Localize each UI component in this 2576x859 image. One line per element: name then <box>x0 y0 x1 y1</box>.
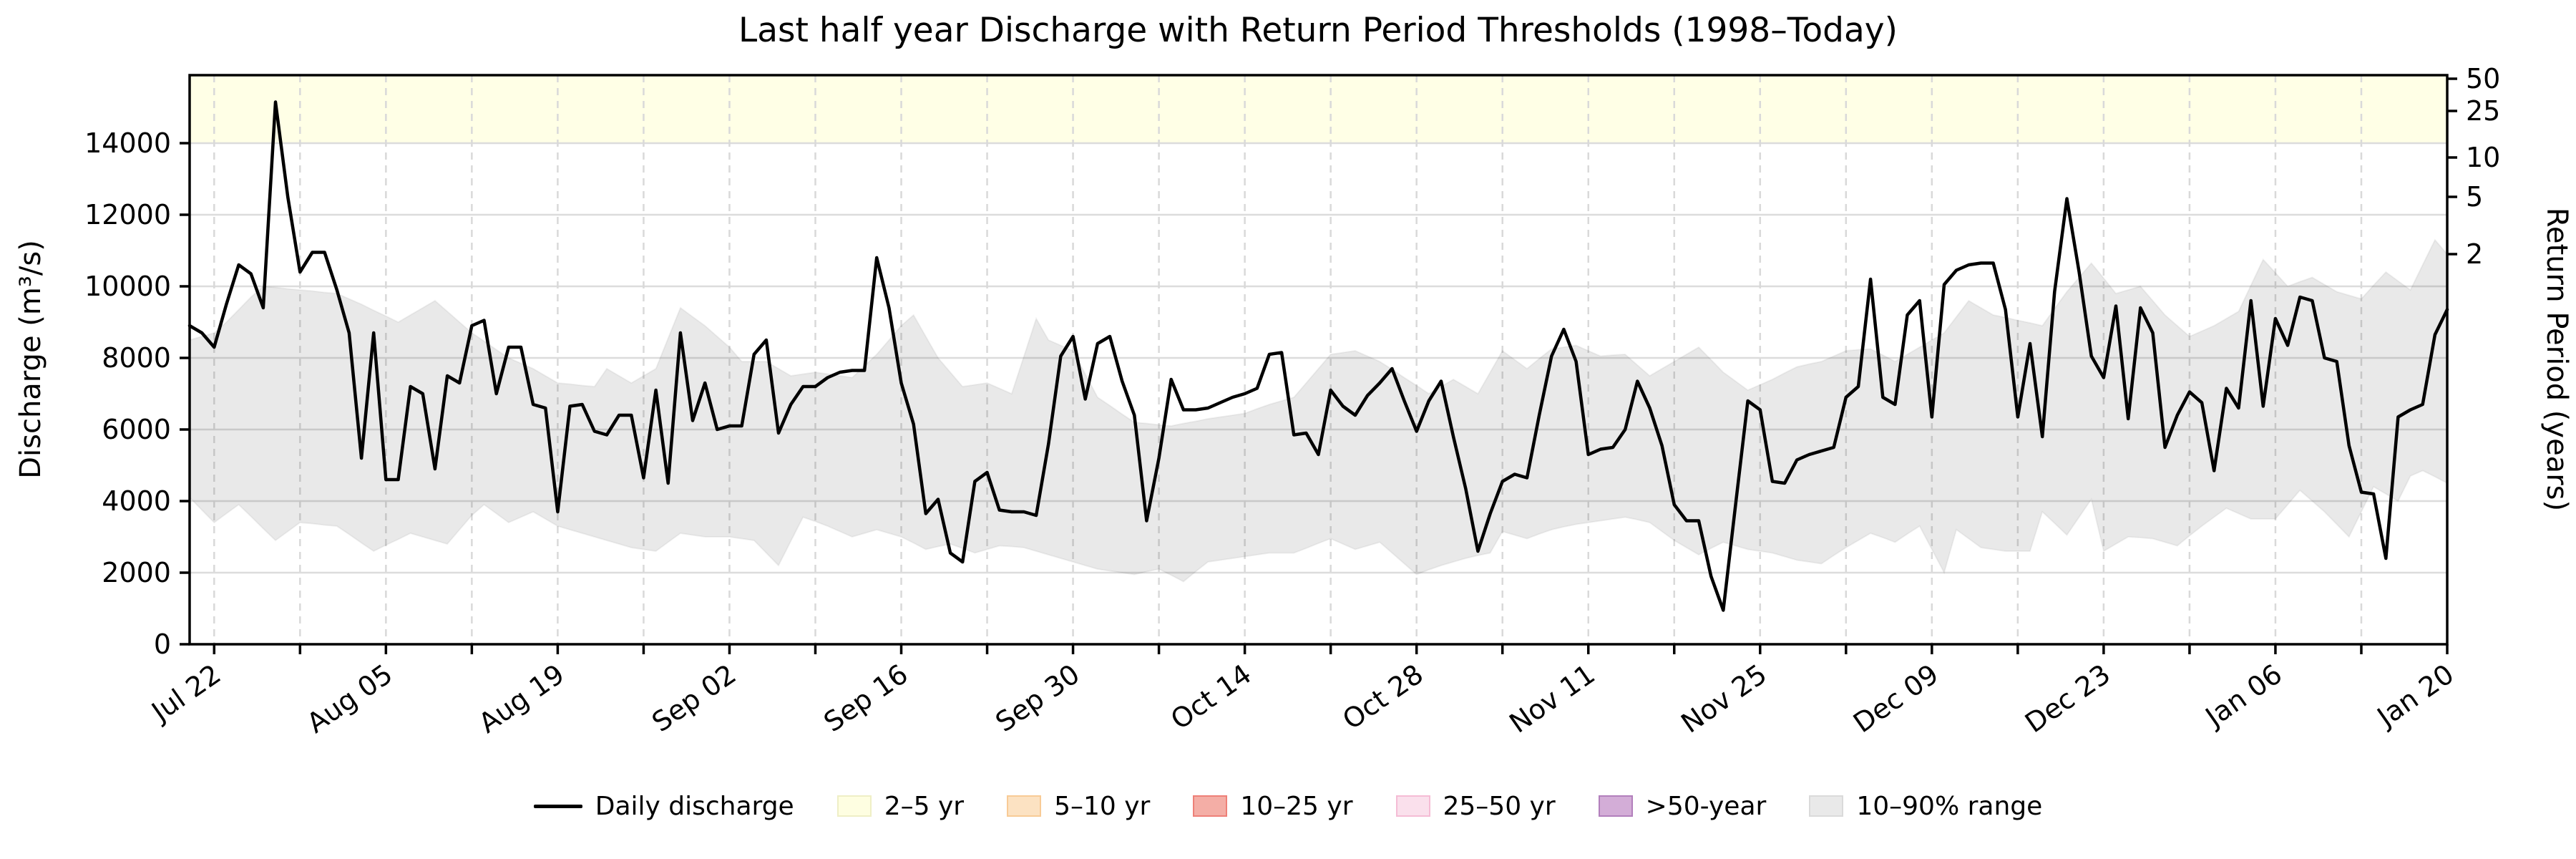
x-tick-label: Sep 30 <box>990 658 1085 738</box>
y-tick-label: 14000 <box>84 127 171 159</box>
x-tick-label: Nov 25 <box>1675 658 1772 739</box>
x-tick-label: Jan 20 <box>2371 658 2459 733</box>
legend-label: 10–25 yr <box>1240 791 1353 821</box>
legend-label: >50-year <box>1645 791 1767 821</box>
right-tick-label: 50 <box>2466 63 2500 94</box>
y-tick-label: 12000 <box>84 199 171 230</box>
chart-title: Last half year Discharge with Return Per… <box>738 11 1898 50</box>
discharge-line <box>187 100 2449 612</box>
legend-label: 5–10 yr <box>1054 791 1151 821</box>
legend-patch-swatch <box>1598 795 1633 817</box>
chart-legend: Daily discharge 2–5 yr 5–10 yr 10–25 yr 25–5… <box>0 779 2576 833</box>
legend-label: 2–5 yr <box>884 791 965 821</box>
percentile-band <box>189 238 2448 583</box>
y-tick-label: 2000 <box>102 557 171 588</box>
legend-patch-swatch <box>836 795 872 817</box>
legend-patch-swatch <box>1395 795 1430 817</box>
band-10-90-range <box>189 238 2448 583</box>
x-tick-label: Aug 05 <box>301 658 399 739</box>
x-tick-label: Oct 28 <box>1337 658 1429 735</box>
legend-item: 5–10 yr <box>1007 792 1150 821</box>
x-tick-label: Jul 22 <box>145 658 227 728</box>
x-tick-label: Sep 16 <box>818 658 913 738</box>
legend-item: 2–5 yr <box>836 791 965 821</box>
x-tick-label: Nov 11 <box>1503 658 1601 739</box>
x-tick-label: Dec 09 <box>1848 658 1944 739</box>
daily-discharge-path <box>187 100 2449 612</box>
y-tick-label: 8000 <box>102 342 171 374</box>
x-tick-label: Dec 23 <box>2019 658 2116 739</box>
y-tick-label: 10000 <box>84 271 171 302</box>
threshold-bands <box>190 75 2447 143</box>
x-tick-label: Sep 02 <box>646 658 741 738</box>
legend-item: 25–50 yr <box>1395 791 1556 821</box>
legend-label: 25–50 yr <box>1443 791 1556 821</box>
right-axis-label: Return Period (years) <box>2540 208 2573 511</box>
right-tick-label: 10 <box>2466 142 2500 173</box>
y-axis-label: Discharge (m³/s) <box>14 240 47 479</box>
legend-item: 10–90% range <box>1809 792 2042 821</box>
right-tick-label: 5 <box>2466 181 2483 213</box>
legend-label: 10–90% range <box>1856 791 2043 821</box>
legend-line-swatch <box>533 804 582 808</box>
y-tick-label: 6000 <box>102 414 171 445</box>
band-2-5yr <box>190 75 2447 143</box>
y-tick-label: 0 <box>154 629 171 660</box>
legend-item: >50-year <box>1598 791 1767 821</box>
legend-label: Daily discharge <box>595 791 794 821</box>
legend-patch-swatch <box>1007 795 1042 817</box>
legend-patch-swatch <box>1193 795 1228 817</box>
y-tick-label: 4000 <box>102 485 171 517</box>
x-tick-label: Aug 19 <box>473 658 570 739</box>
legend-item: Daily discharge <box>533 791 794 821</box>
right-tick-label: 2 <box>2466 238 2483 270</box>
plot-border <box>188 74 2449 646</box>
right-tick-label: 25 <box>2466 95 2500 127</box>
x-tick-label: Jan 06 <box>2199 658 2288 733</box>
legend-item: 10–25 yr <box>1193 791 1353 821</box>
x-tick-label: Oct 14 <box>1165 658 1257 735</box>
legend-patch-swatch <box>1809 795 1844 817</box>
